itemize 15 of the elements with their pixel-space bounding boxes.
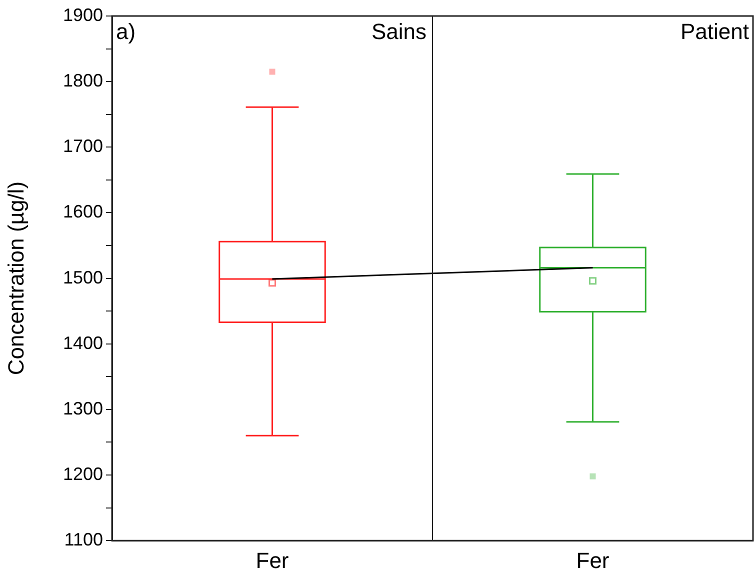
y-tick-label: 1800 (62, 70, 103, 91)
y-tick-label: 1500 (62, 267, 103, 288)
x-tick-label: Fer (576, 548, 610, 573)
y-tick-label: 1400 (62, 332, 103, 353)
y-tick-label: 1600 (62, 202, 103, 222)
y-tick-label: 1200 (62, 464, 103, 484)
x-tick-label: Fer (256, 548, 289, 573)
y-tick-label: 1100 (64, 530, 103, 550)
y-tick-label: 1900 (62, 4, 103, 25)
y-tick-label: 1700 (62, 136, 103, 156)
annotation: Sains (371, 19, 426, 44)
annotation: Patient (680, 19, 749, 44)
y-axis-title: Concentration (µg/l) (3, 181, 28, 376)
y-tick-label: 1300 (62, 398, 103, 418)
annotation: a) (116, 19, 136, 44)
